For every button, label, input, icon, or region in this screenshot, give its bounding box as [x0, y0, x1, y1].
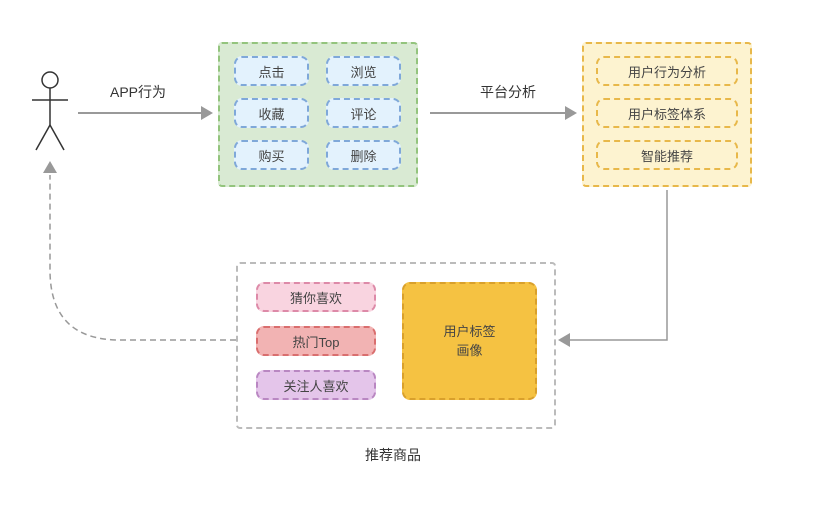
analysis-reco: 智能推荐: [596, 140, 738, 170]
analysis-tags: 用户标签体系: [596, 98, 738, 128]
behavior-delete: 删除: [326, 140, 401, 170]
arrow-1: [78, 112, 201, 114]
arrow-4-path: [50, 175, 236, 340]
analysis-behavior: 用户行为分析: [596, 56, 738, 86]
reco-hot: 热门Top: [256, 326, 376, 356]
arrow-2-head: [565, 106, 577, 120]
edge-label-app: APP行为: [110, 82, 166, 102]
behavior-buy: 购买: [234, 140, 309, 170]
behavior-browse: 浏览: [326, 56, 401, 86]
arrow-2: [430, 112, 565, 114]
arrow-1-head: [201, 106, 213, 120]
behavior-click: 点击: [234, 56, 309, 86]
reco-guess: 猜你喜欢: [256, 282, 376, 312]
reco-profile-block: 用户标签 画像: [402, 282, 537, 400]
recommend-caption: 推荐商品: [365, 445, 421, 465]
reco-profile-text: 用户标签 画像: [443, 322, 495, 361]
arrow-3-head: [558, 333, 570, 347]
behavior-fav: 收藏: [234, 98, 309, 128]
user-icon: [30, 70, 70, 155]
behavior-comment: 评论: [326, 98, 401, 128]
reco-follow: 关注人喜欢: [256, 370, 376, 400]
arrow-3-path: [570, 190, 667, 340]
edge-label-platform: 平台分析: [480, 82, 536, 102]
arrow-4-head: [43, 161, 57, 173]
